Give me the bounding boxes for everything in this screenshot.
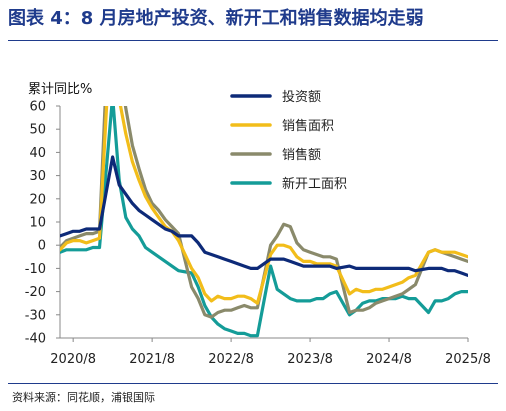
y-tick-label: 10 bbox=[29, 216, 46, 231]
series-line-2 bbox=[60, 106, 468, 305]
y-tick-label: -10 bbox=[25, 262, 46, 277]
x-tick-label: 2021/8 bbox=[129, 352, 175, 367]
series-layer bbox=[60, 106, 468, 338]
y-tick-label: 30 bbox=[29, 169, 46, 184]
y-tick-label: -40 bbox=[25, 332, 46, 347]
legend-label: 投资额 bbox=[282, 89, 321, 105]
x-tick-label: 2024/8 bbox=[366, 352, 412, 367]
y-tick-label: 40 bbox=[29, 146, 46, 161]
legend-label: 新开工面积 bbox=[282, 176, 347, 192]
chart-axes: 60 50 40 30 20 10 0 -10 -20 -30 -40 2020/8 2021/8 202… bbox=[25, 100, 491, 368]
source-divider bbox=[8, 383, 498, 384]
y-axis-label: 累计同比% bbox=[28, 82, 93, 97]
x-tick-label: 2020/8 bbox=[50, 352, 96, 367]
legend-label: 销售面积 bbox=[282, 118, 334, 134]
series-line-1 bbox=[60, 155, 468, 277]
y-tick-label: -20 bbox=[25, 285, 46, 300]
y-tick-label: 0 bbox=[38, 239, 46, 254]
x-tick-label: 2022/8 bbox=[208, 352, 254, 367]
figure-title: 图表 4：8 月房地产投资、新开工和销售数据均走弱 bbox=[8, 8, 424, 29]
series-line-4 bbox=[60, 106, 468, 338]
legend-label: 销售额 bbox=[282, 147, 321, 163]
source-note: 资料来源：同花顺，浦银国际 bbox=[12, 391, 155, 404]
x-tick-label: 2023/8 bbox=[287, 352, 333, 367]
y-tick-label: 60 bbox=[29, 100, 46, 115]
y-tick-label: 50 bbox=[29, 123, 46, 138]
y-tick-label: 20 bbox=[29, 192, 46, 207]
title-divider bbox=[8, 40, 498, 41]
x-tick-label: 2025/8 bbox=[445, 352, 491, 367]
y-tick-label: -30 bbox=[25, 308, 46, 323]
